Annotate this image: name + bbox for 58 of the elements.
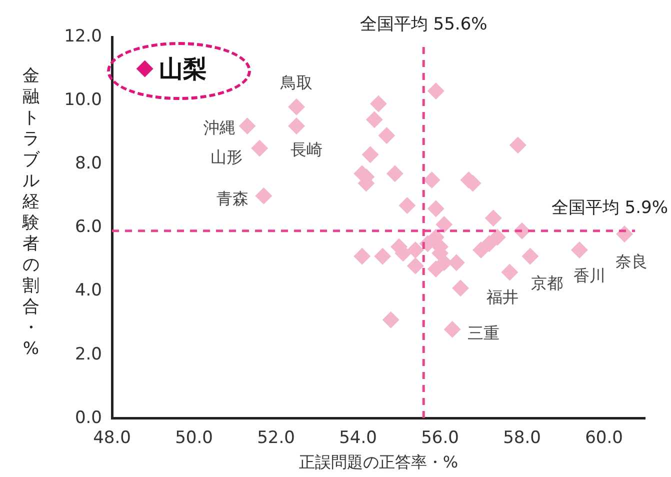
annotation: 奈良 [616, 252, 648, 272]
x-tick-label: 54.0 [339, 428, 377, 448]
point [427, 82, 444, 100]
annotation: 三重 [467, 324, 500, 343]
y-tick-label: 0.0 [74, 408, 102, 428]
point [522, 248, 539, 265]
x-tick-label: 56.0 [421, 428, 459, 448]
point [427, 200, 444, 218]
point [255, 187, 272, 204]
point [436, 216, 453, 234]
y-tick-label: 10.0 [64, 90, 102, 110]
annotation: 沖縄 [203, 118, 236, 138]
y-tick-label: 2.0 [74, 344, 102, 364]
x-tick-label: 58.0 [503, 428, 541, 448]
point [374, 248, 392, 265]
point [452, 280, 469, 297]
point [423, 172, 440, 189]
point [398, 196, 416, 214]
point [444, 320, 461, 338]
point [288, 98, 305, 116]
x-tick-label: 48.0 [93, 428, 131, 448]
annotation: 香川 [573, 266, 606, 286]
annotation: 鳥取 [280, 73, 312, 92]
point [362, 146, 379, 164]
point [406, 257, 424, 274]
annotation: 京都 [531, 273, 564, 292]
point [370, 95, 387, 112]
ref-line-label: 全国平均 55.6% [360, 14, 488, 34]
annotation: 山梨 [158, 55, 207, 84]
point [386, 165, 404, 182]
point [251, 140, 268, 157]
point [570, 241, 588, 258]
ref-line-label: 全国平均 5.9% [551, 198, 668, 218]
y-tick-label: 4.0 [74, 280, 102, 301]
annotation: 青森 [216, 189, 249, 208]
point [472, 241, 490, 258]
point [509, 136, 526, 154]
annotation: 山形 [210, 147, 243, 166]
x-tick-label: 60.0 [585, 428, 623, 448]
x-tick-label: 52.0 [257, 428, 295, 448]
text: 金融トラブル経験者の割合・% [22, 66, 40, 359]
point [501, 264, 518, 281]
annotation: 長崎 [290, 140, 322, 160]
y-tick-label: 8.0 [74, 154, 102, 174]
x-tick-label: 50.0 [175, 428, 213, 448]
point [366, 111, 383, 128]
annotation: 福井 [486, 287, 519, 306]
x-axis-title: 正誤問題の正答率・% [298, 452, 458, 472]
point [382, 311, 400, 328]
point [238, 117, 256, 134]
point [354, 248, 371, 265]
y-tick-label: 12.0 [64, 26, 102, 46]
point [136, 60, 154, 78]
point [484, 210, 502, 227]
point [406, 241, 424, 258]
y-tick-label: 6.0 [74, 217, 102, 238]
point [378, 127, 396, 144]
point [288, 117, 305, 134]
